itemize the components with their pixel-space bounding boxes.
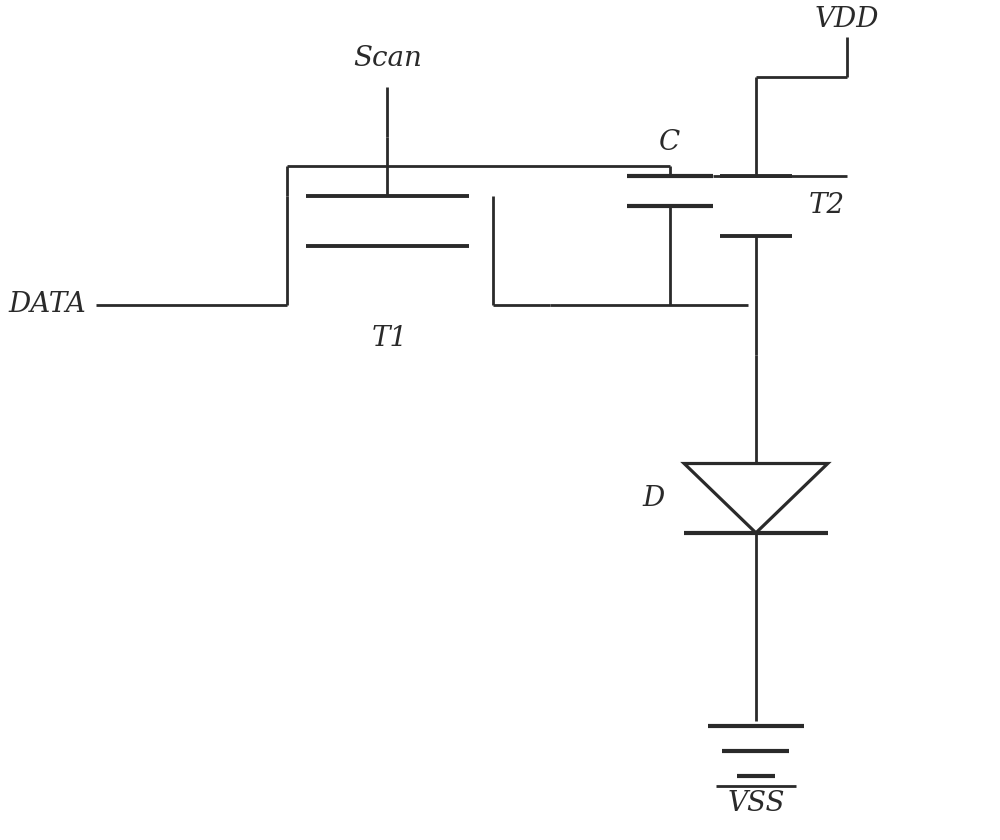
Text: DATA: DATA bbox=[8, 291, 86, 318]
Text: VDD: VDD bbox=[815, 6, 879, 33]
Text: D: D bbox=[643, 485, 665, 512]
Text: T2: T2 bbox=[809, 192, 845, 219]
Text: C: C bbox=[659, 129, 680, 156]
Text: Scan: Scan bbox=[353, 45, 422, 72]
Text: T1: T1 bbox=[371, 325, 407, 352]
Text: VSS: VSS bbox=[727, 790, 785, 817]
